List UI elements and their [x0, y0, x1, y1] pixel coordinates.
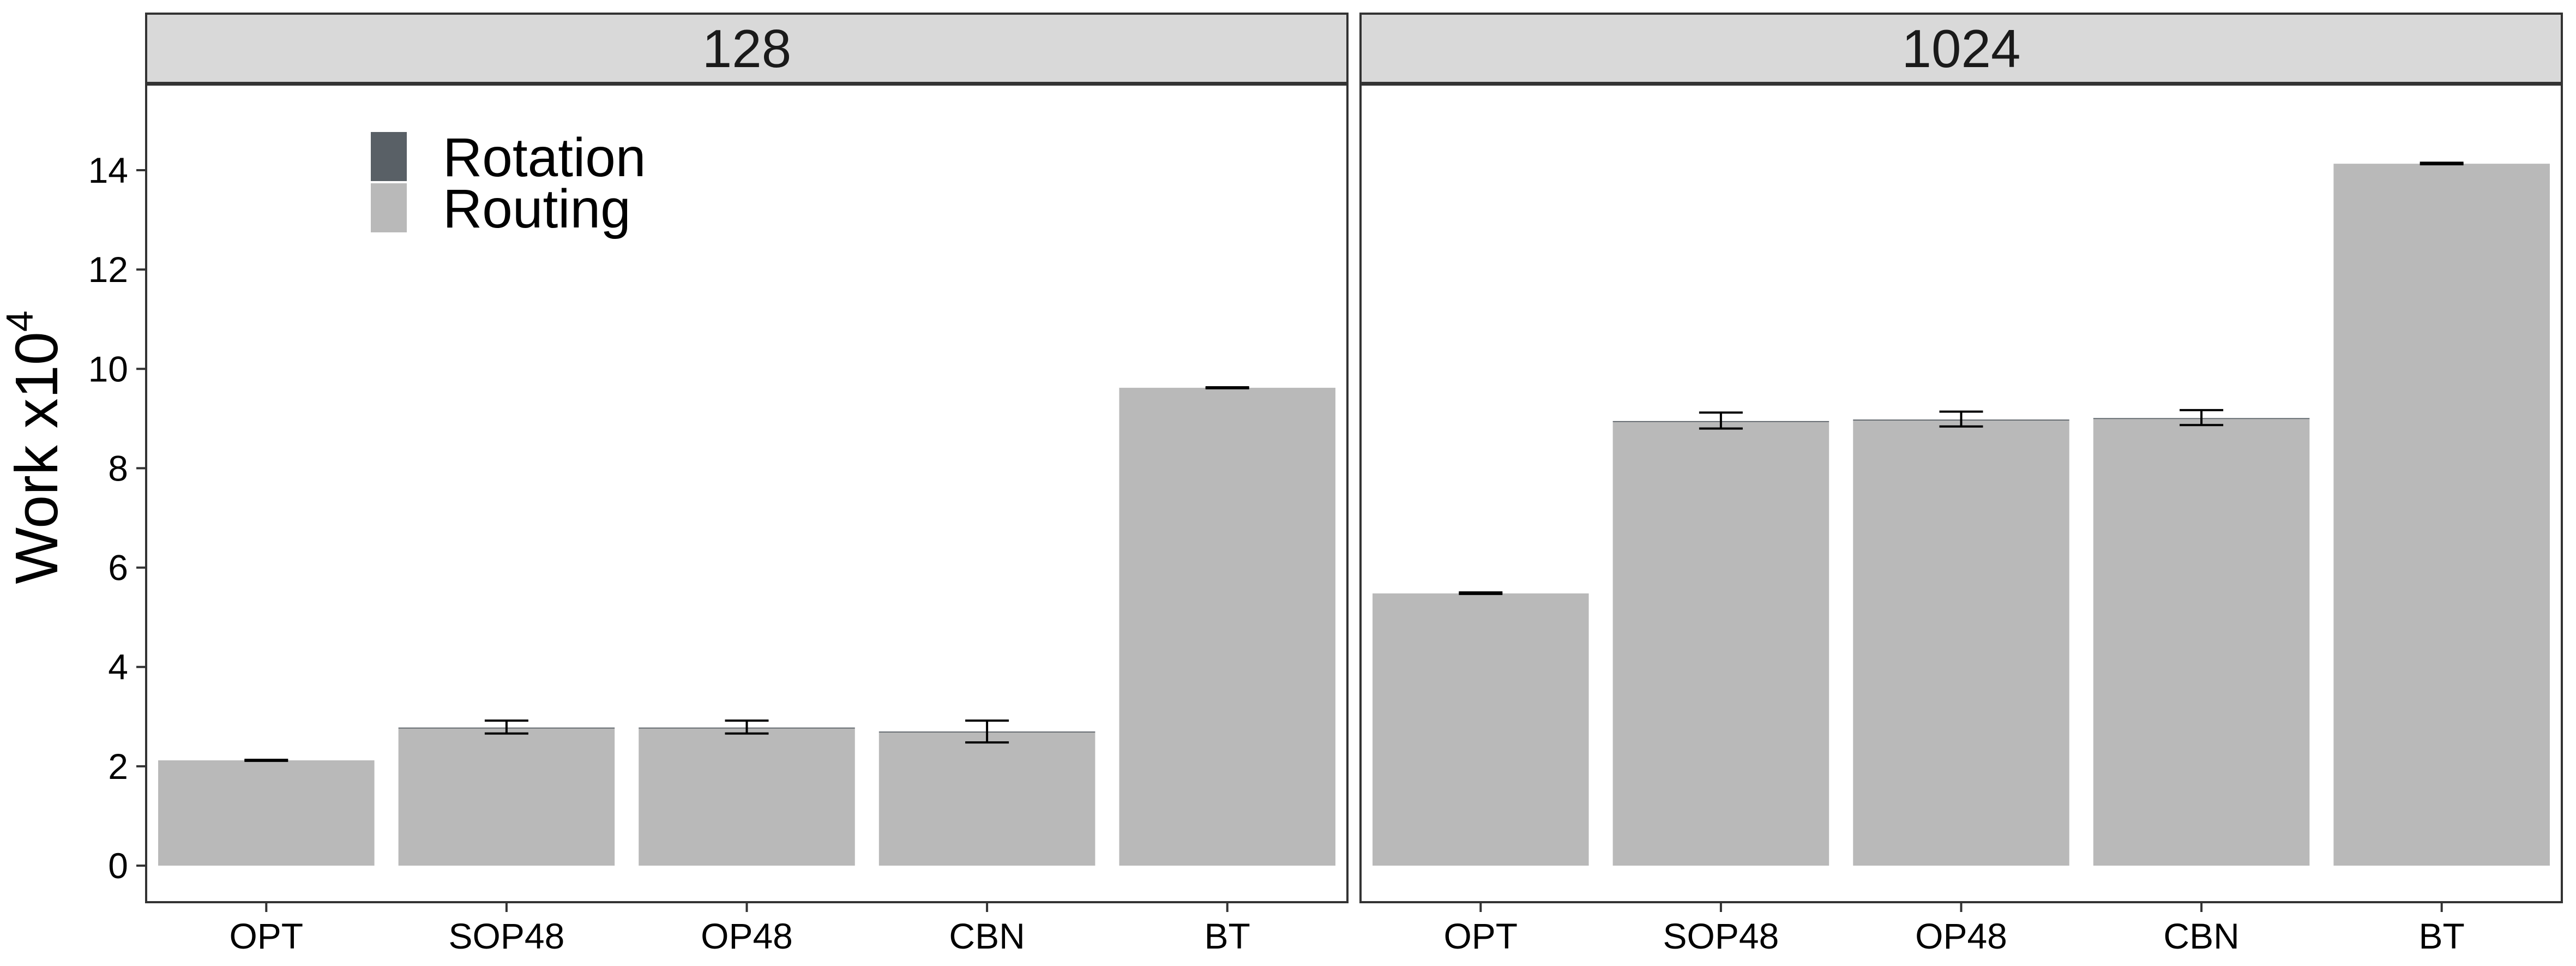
panel-strip	[145, 13, 1349, 84]
y-tick-label: 10	[88, 349, 128, 389]
bar-routing	[2093, 419, 2310, 866]
panel-title: 1024	[1901, 19, 2020, 79]
bar-routing	[639, 728, 855, 866]
bar-routing	[158, 760, 375, 866]
y-tick-label: 6	[108, 548, 128, 588]
y-axis-label-text: Work x10	[3, 332, 70, 584]
y-axis-label: Work x104	[0, 310, 70, 584]
x-tick-label: SOP48	[449, 916, 565, 956]
panel-title: 128	[702, 19, 792, 79]
y-tick-label: 2	[108, 746, 128, 787]
legend: Rotation Routing	[371, 127, 646, 239]
error-bar	[1699, 411, 1743, 430]
x-tick-label: OPT	[1443, 916, 1518, 956]
x-tick-label: OP48	[701, 916, 793, 956]
error-bar	[725, 719, 769, 735]
legend-label-rotation: Rotation	[443, 127, 646, 188]
x-tick-label: OPT	[229, 916, 303, 956]
panels: 128 OPT SOP48 OP48 CBN BT 1024 OPT SOP48 OP48 CBN B…	[145, 13, 2563, 956]
y-axis-label-exponent: 4	[0, 310, 41, 332]
y-tick-label: 8	[108, 448, 128, 488]
bar-routing	[1119, 387, 1335, 866]
x-tick-label: CBN	[2163, 916, 2239, 956]
error-bar	[244, 759, 288, 762]
y-tick-label: 14	[88, 150, 128, 190]
bar-routing	[1612, 422, 1829, 866]
bar-routing	[1853, 421, 2069, 866]
error-bar	[2180, 409, 2224, 427]
error-bar	[1939, 410, 1983, 428]
legend-label-routing: Routing	[443, 178, 631, 239]
bar-routing	[878, 732, 1096, 866]
error-bar	[484, 719, 528, 735]
x-tick-label: CBN	[949, 916, 1025, 956]
y-axis: 0 2 4 6 8 10 12 14	[88, 150, 146, 886]
legend-swatch-rotation	[371, 132, 407, 181]
error-bar	[965, 719, 1009, 744]
panel-1024: 1024 OPT SOP48 OP48 CBN BT	[1359, 13, 2563, 956]
panel-strip	[1359, 13, 2563, 84]
error-bar	[2419, 161, 2464, 166]
x-tick-label: BT	[2419, 916, 2465, 956]
y-tick-label: 0	[108, 845, 128, 886]
x-tick-label: BT	[1205, 916, 1250, 956]
x-tick-label: OP48	[1915, 916, 2007, 956]
panel-128: 128 OPT SOP48 OP48 CBN BT	[145, 13, 1349, 956]
bar-routing	[2333, 164, 2550, 866]
y-tick-label: 4	[108, 647, 128, 687]
error-bar	[1205, 386, 1249, 389]
bar-routing	[1373, 593, 1589, 866]
legend-swatch-routing	[371, 183, 407, 232]
x-tick-label: SOP48	[1663, 916, 1779, 956]
error-bar	[1459, 591, 1503, 595]
bar-routing	[398, 728, 615, 866]
y-tick-label: 12	[88, 249, 128, 290]
